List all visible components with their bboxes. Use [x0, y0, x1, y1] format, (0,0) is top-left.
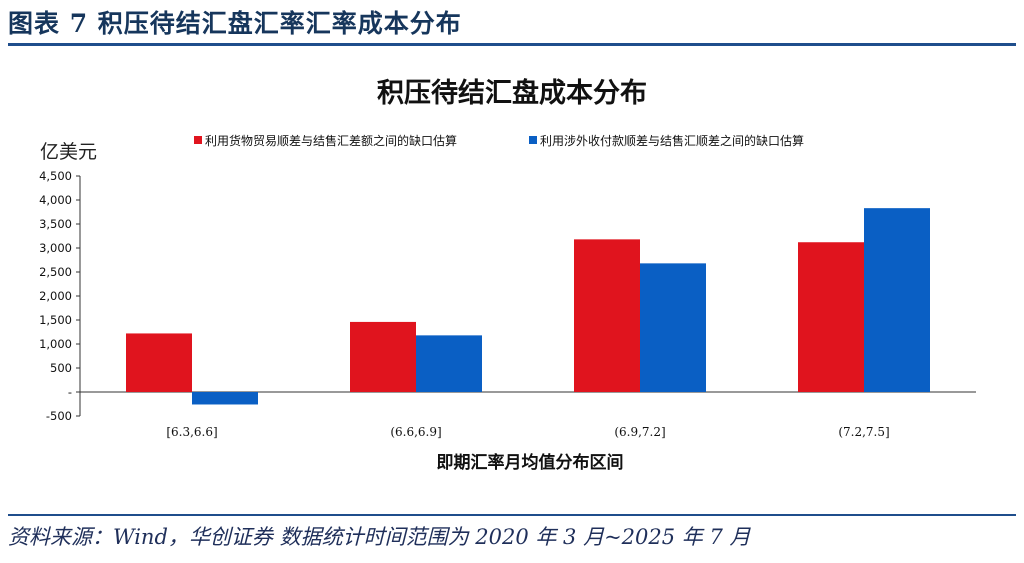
legend: 利用货物贸易顺差与结售汇差额之间的缺口估算 利用涉外收付款顺差与结售汇顺差之间的… — [194, 133, 804, 148]
x-category-label: (6.9,7.2] — [614, 425, 665, 439]
y-tick-label: 3,000 — [39, 241, 72, 255]
category-labels: [6.3,6.6] (6.6,6.9] (6.9,7.2] (7.2,7.5] — [166, 425, 889, 439]
y-tick-label: 1,000 — [39, 337, 72, 351]
y-tick-label: -500 — [46, 409, 72, 423]
bar-series-1-3 — [574, 239, 640, 392]
legend-label-series-2: 利用涉外收付款顺差与结售汇顺差之间的缺口估算 — [540, 133, 804, 148]
x-category-label: [6.3,6.6] — [166, 425, 217, 439]
figure-header: 图表 7 积压待结汇盘汇率汇率成本分布 — [8, 9, 462, 38]
y-tick-label: 4,500 — [39, 169, 72, 183]
y-tick-label: - — [68, 385, 72, 399]
bars — [126, 208, 930, 405]
unit-label: 亿美元 — [40, 141, 97, 163]
legend-swatch-series-2 — [529, 136, 537, 144]
bar-series-1-1 — [126, 333, 192, 392]
y-tick-label: 2,000 — [39, 289, 72, 303]
y-tick-label: 2,500 — [39, 265, 72, 279]
chart-title: 积压待结汇盘成本分布 — [377, 77, 647, 109]
bar-series-2-1 — [192, 392, 258, 405]
legend-label-series-1: 利用货物贸易顺差与结售汇差额之间的缺口估算 — [205, 133, 457, 148]
legend-swatch-series-1 — [194, 136, 202, 144]
y-axis: -500-5001,0001,5002,0002,5003,0003,5004,… — [39, 169, 81, 423]
source-note: 资料来源：Wind，华创证券 数据统计时间范围为 2020 年 3 月~2025… — [8, 525, 751, 549]
y-tick-label: 500 — [50, 361, 72, 375]
bar-series-1-4 — [798, 242, 864, 392]
footer-rule — [8, 514, 1016, 516]
y-tick-label: 4,000 — [39, 193, 72, 207]
y-tick-label: 3,500 — [39, 217, 72, 231]
bar-series-1-2 — [350, 321, 416, 392]
header-rule — [8, 43, 1016, 46]
bar-series-2-4 — [864, 208, 930, 392]
x-category-label: (6.6,6.9] — [390, 425, 441, 439]
bar-series-2-2 — [416, 335, 482, 392]
y-tick-label: 1,500 — [39, 313, 72, 327]
bar-series-2-3 — [640, 263, 706, 392]
x-category-label: (7.2,7.5] — [838, 425, 889, 439]
x-axis-title: 即期汇率月均值分布区间 — [437, 452, 624, 473]
